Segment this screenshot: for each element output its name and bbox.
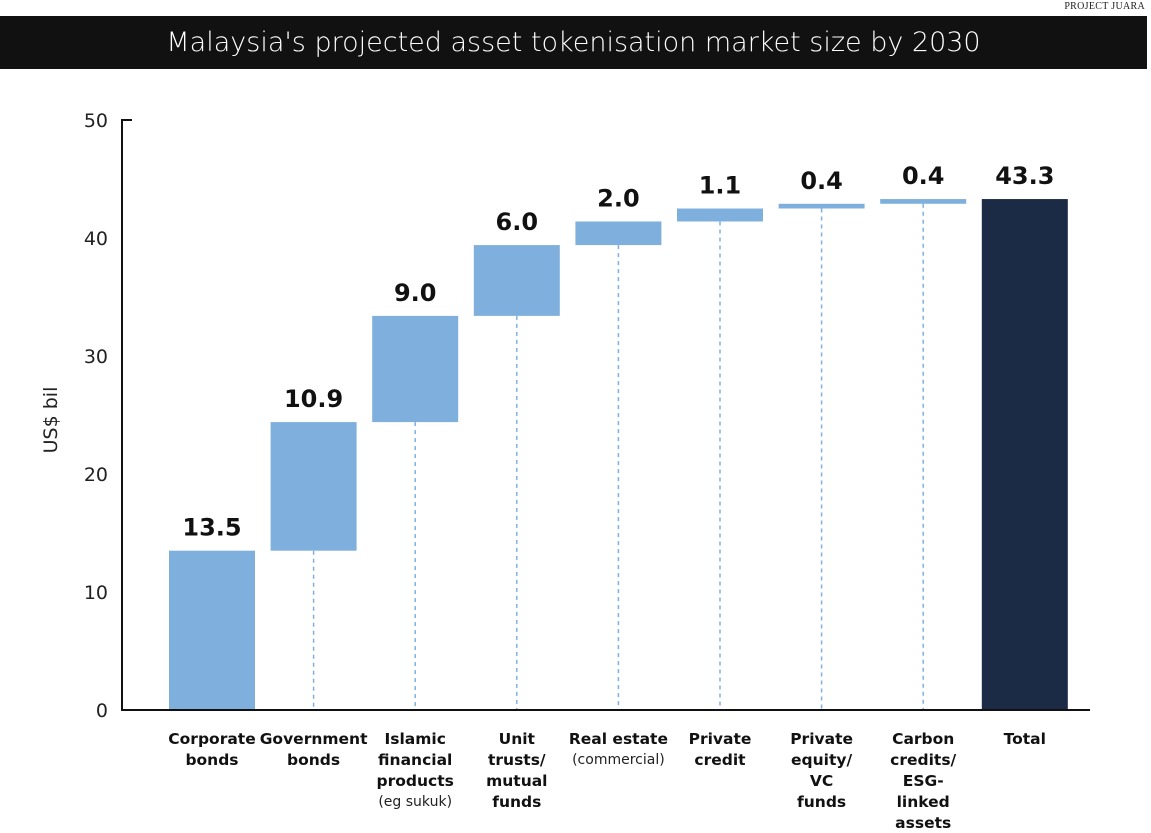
y-tick-labels: 0 10 20 30 40 50 [84, 110, 108, 722]
y-tick-label: 30 [84, 346, 108, 368]
value-label: 2.0 [597, 184, 640, 212]
category-label-line: products [377, 772, 454, 790]
value-label: 6.0 [496, 208, 539, 236]
category-label-line: trusts/ [488, 751, 546, 769]
category-label: Government bonds [260, 730, 368, 769]
category-label-line: linked [897, 793, 950, 811]
category-label-line: Real estate [569, 730, 668, 748]
value-label: 13.5 [182, 514, 241, 542]
category-label: Corporate bonds [168, 730, 255, 769]
y-tick-label: 40 [84, 228, 108, 250]
category-label-line: bonds [185, 751, 238, 769]
category-label-line: Corporate [168, 730, 255, 748]
category-label-line: funds [797, 793, 846, 811]
bar [270, 422, 357, 551]
axes [121, 119, 1090, 711]
category-label-line: ESG- [903, 772, 944, 790]
category-label-line: financial [378, 751, 452, 769]
title-bar: Malaysia's projected asset tokenisation … [0, 16, 1147, 69]
y-tick-label: 0 [96, 700, 108, 722]
bar [880, 199, 967, 204]
bar [169, 550, 255, 710]
category-label-line: funds [492, 793, 541, 811]
category-label-line: VC [810, 772, 833, 790]
category-label-line: Private [790, 730, 853, 748]
category-label-line: Islamic [384, 730, 445, 748]
value-label: 1.1 [699, 172, 742, 200]
bars [169, 199, 1068, 710]
category-label: Private equity/VC funds [790, 730, 853, 811]
category-label-line: mutual [486, 772, 547, 790]
category-labels: Corporate bonds Government bonds Islamic fina… [168, 730, 1046, 832]
bar [575, 221, 662, 246]
source-credit: PROJECT JUARA [1064, 1, 1145, 12]
chart-title: Malaysia's projected asset tokenisation … [166, 27, 981, 58]
bar [677, 208, 763, 222]
value-label: 0.4 [902, 162, 945, 190]
category-label: Total [1004, 730, 1046, 748]
category-label: Islamic financial products (eg sukuk) [377, 730, 454, 810]
category-note: (commercial) [572, 752, 665, 768]
value-label: 0.4 [800, 167, 843, 195]
connector-lines [312, 203, 924, 710]
value-label: 9.0 [394, 279, 437, 307]
y-tick-label: 20 [84, 464, 108, 486]
bar [372, 315, 459, 423]
category-label-line: Total [1004, 730, 1046, 748]
category-label-line: Unit [499, 730, 536, 748]
bar [473, 245, 560, 316]
bar [778, 203, 865, 209]
category-label: Private credit [689, 730, 752, 769]
category-label-line: bonds [287, 751, 340, 769]
y-axis-label: US$ bil [40, 387, 62, 454]
category-label-line: credit [694, 751, 746, 769]
category-label-line: assets [895, 814, 951, 832]
category-label-line: Private [689, 730, 752, 748]
category-label: Unit trusts/mutual funds [486, 730, 547, 811]
category-label-line: equity/ [791, 751, 852, 769]
value-label: 10.9 [284, 385, 343, 413]
category-label-line: credits/ [890, 751, 956, 769]
category-label-line: Carbon [892, 730, 954, 748]
category-note: (eg sukuk) [378, 794, 452, 810]
y-tick-label: 10 [84, 582, 108, 604]
bar [981, 199, 1068, 710]
category-label-line: Government [260, 730, 368, 748]
category-label: Carbon credits/ESG-linked assets [890, 730, 956, 832]
value-label: 43.3 [995, 162, 1054, 190]
y-tick-label: 50 [84, 110, 108, 132]
value-labels: 13.5 10.9 9.0 6.0 2.0 1.1 0.4 0.4 43.3 [182, 162, 1054, 542]
category-label: Real estate (commercial) [569, 730, 668, 768]
